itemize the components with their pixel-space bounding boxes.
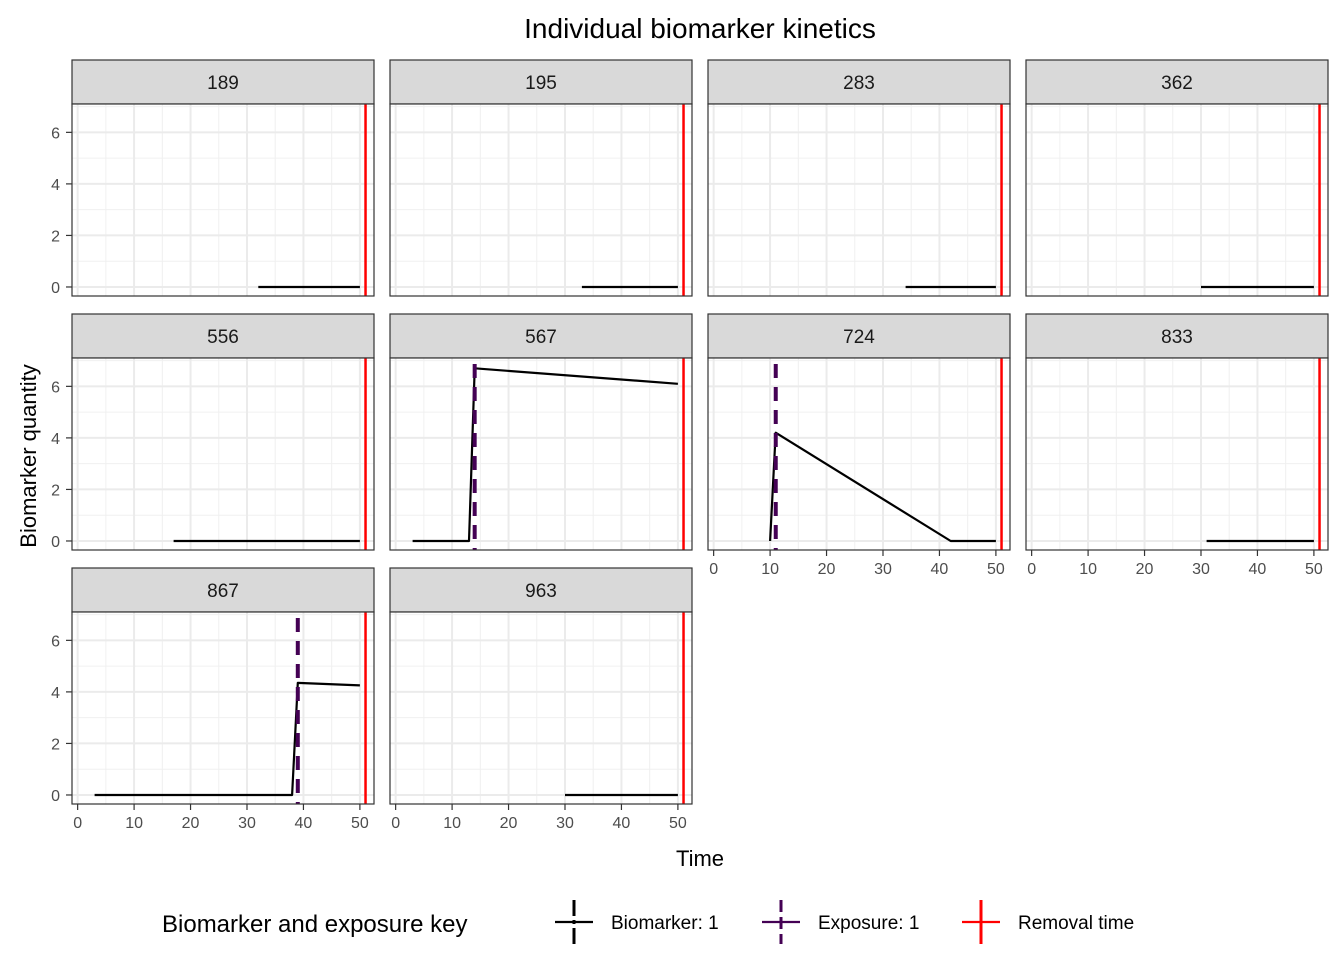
- facet-strip: [71, 567, 375, 613]
- legend-entry-removal: Removal time: [962, 900, 1134, 944]
- panel-border: [1025, 103, 1329, 297]
- panel-background: [72, 358, 374, 550]
- biomarker-line: [94, 681, 360, 797]
- facet-panel-195: 195: [389, 59, 693, 297]
- facet-panel-724: 724 0 10 20 30 40 50: [707, 313, 1011, 578]
- panel-border: [389, 103, 693, 297]
- x-tick-label: 30: [1192, 561, 1210, 578]
- panel-background: [1026, 358, 1328, 550]
- y-axis-title: Biomarker quantity: [16, 364, 41, 547]
- panel-background: [708, 358, 1010, 550]
- biomarker-line: [769, 431, 996, 543]
- x-tick-label: 50: [987, 561, 1005, 578]
- panel-background: [1026, 104, 1328, 296]
- x-tick-label: 10: [443, 815, 461, 832]
- x-tick-label: 10: [1079, 561, 1097, 578]
- y-tick-label: 4: [51, 685, 60, 702]
- facet-strip: [707, 59, 1011, 105]
- facet-strip: [71, 59, 375, 105]
- x-tick-label: 50: [1305, 561, 1323, 578]
- legend: Biomarker and exposure key Biomarker: 1 E…: [162, 900, 1134, 944]
- panel-border: [71, 357, 375, 551]
- y-tick-label: 0: [51, 534, 60, 551]
- x-axis-title: Time: [676, 846, 724, 871]
- facet-panel-283: 283: [707, 59, 1011, 297]
- y-tick-label: 4: [51, 177, 60, 194]
- legend-label: Biomarker: 1: [611, 913, 719, 934]
- x-tick-label: 20: [182, 815, 200, 832]
- facet-panel-362: 362: [1025, 59, 1329, 297]
- x-tick-label: 40: [931, 561, 949, 578]
- facet-panel-189: 189 0 2 4 6: [51, 59, 375, 297]
- x-tick-label: 50: [669, 815, 687, 832]
- facet-strip: [389, 567, 693, 613]
- panel-background: [72, 612, 374, 804]
- legend-entry-exposure: Exposure: 1: [762, 900, 919, 944]
- facet-panel-867: 867 0 2 4 6 0 10 20 30 40 50: [51, 567, 375, 832]
- y-tick-label: 2: [51, 228, 60, 245]
- x-tick-label: 40: [1249, 561, 1267, 578]
- panel-background: [72, 104, 374, 296]
- legend-label: Exposure: 1: [818, 913, 919, 934]
- legend-title: Biomarker and exposure key: [162, 911, 467, 938]
- facet-label: 283: [843, 73, 875, 94]
- panel-border: [71, 103, 375, 297]
- x-tick-label: 40: [613, 815, 631, 832]
- panel-border: [389, 611, 693, 805]
- x-tick-label: 0: [391, 815, 400, 832]
- x-tick-label: 40: [295, 815, 313, 832]
- panel-border: [707, 357, 1011, 551]
- facet-strip: [1025, 59, 1329, 105]
- panel-border: [1025, 357, 1329, 551]
- y-tick-label: 0: [51, 788, 60, 805]
- x-tick-label: 20: [818, 561, 836, 578]
- x-tick-label: 20: [500, 815, 518, 832]
- panel-border: [71, 611, 375, 805]
- y-tick-label: 6: [51, 379, 60, 396]
- facet-panel-833: 833 0 10 20 30 40 50: [1025, 313, 1329, 578]
- y-tick-label: 2: [51, 736, 60, 753]
- y-tick-label: 6: [51, 633, 60, 650]
- facet-panel-556: 556 0 2 4 6: [51, 313, 375, 551]
- facet-panel-963: 963 0 10 20 30 40 50: [389, 567, 693, 832]
- facet-label: 724: [843, 327, 875, 348]
- biomarker-line: [412, 367, 678, 543]
- x-tick-label: 20: [1136, 561, 1154, 578]
- panel-border: [707, 103, 1011, 297]
- panel-background: [390, 612, 692, 804]
- legend-entry-biomarker: Biomarker: 1: [555, 900, 719, 944]
- facet-label: 362: [1161, 73, 1193, 94]
- facet-label: 195: [525, 73, 557, 94]
- panel-border: [389, 357, 693, 551]
- facet-strip: [71, 313, 375, 359]
- x-tick-label: 10: [125, 815, 143, 832]
- x-tick-label: 10: [761, 561, 779, 578]
- chart-title: Individual biomarker kinetics: [524, 13, 876, 44]
- panel-background: [390, 104, 692, 296]
- y-tick-label: 2: [51, 482, 60, 499]
- x-tick-label: 0: [1027, 561, 1036, 578]
- facet-label: 963: [525, 581, 557, 602]
- x-tick-label: 30: [238, 815, 256, 832]
- facet-label: 833: [1161, 327, 1193, 348]
- facet-label: 189: [207, 73, 239, 94]
- y-tick-label: 0: [51, 280, 60, 297]
- y-tick-label: 4: [51, 431, 60, 448]
- facet-panel-567: 567: [389, 313, 693, 551]
- facet-label: 556: [207, 327, 239, 348]
- x-tick-label: 0: [709, 561, 718, 578]
- panel-background: [708, 104, 1010, 296]
- panel-background: [390, 358, 692, 550]
- legend-label: Removal time: [1018, 913, 1134, 934]
- facet-label: 867: [207, 581, 239, 602]
- x-tick-label: 30: [556, 815, 574, 832]
- x-tick-label: 30: [874, 561, 892, 578]
- x-tick-label: 50: [351, 815, 369, 832]
- facet-strip: [389, 313, 693, 359]
- y-tick-label: 6: [51, 125, 60, 142]
- facet-label: 567: [525, 327, 557, 348]
- x-tick-label: 0: [73, 815, 82, 832]
